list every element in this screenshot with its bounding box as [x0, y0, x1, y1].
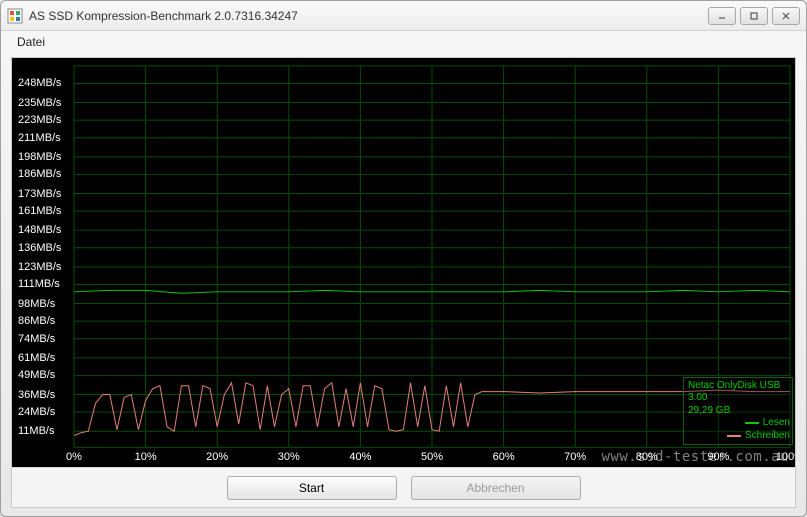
legend-read-label: Lesen: [763, 417, 790, 430]
minimize-button[interactable]: [708, 7, 736, 25]
y-tick-label: 86MB/s: [18, 315, 55, 327]
y-tick-label: 136MB/s: [18, 242, 61, 254]
x-tick-label: 90%: [707, 451, 729, 463]
y-tick-label: 74MB/s: [18, 333, 55, 345]
legend-write-swatch: [727, 435, 741, 437]
y-tick-label: 11MB/s: [18, 425, 54, 437]
menubar: Datei: [1, 31, 806, 53]
x-tick-label: 10%: [135, 451, 157, 463]
x-tick-label: 100%: [776, 451, 795, 463]
y-tick-label: 235MB/s: [18, 97, 61, 109]
y-tick-label: 148MB/s: [18, 224, 61, 236]
chart-svg: [12, 58, 795, 467]
x-tick-label: 40%: [349, 451, 371, 463]
y-tick-label: 198MB/s: [18, 151, 61, 163]
legend-write: Schreiben: [688, 430, 790, 443]
y-tick-label: 186MB/s: [18, 168, 61, 180]
content-panel: Netac OnlyDisk USB 3.00 29,29 GB Lesen S…: [11, 57, 796, 508]
menu-file[interactable]: Datei: [9, 33, 53, 51]
window-controls: [708, 7, 800, 25]
legend-read-swatch: [745, 422, 759, 424]
app-icon: [7, 8, 23, 24]
x-tick-label: 30%: [278, 451, 300, 463]
y-tick-label: 223MB/s: [18, 114, 61, 126]
legend-read: Lesen: [688, 417, 790, 430]
legend-capacity: 29,29 GB: [688, 405, 790, 418]
x-tick-label: 80%: [636, 451, 658, 463]
x-tick-label: 0%: [66, 451, 82, 463]
y-tick-label: 61MB/s: [18, 352, 55, 364]
legend-write-label: Schreiben: [745, 430, 790, 443]
abort-button[interactable]: Abbrechen: [411, 476, 581, 500]
start-button[interactable]: Start: [227, 476, 397, 500]
close-button[interactable]: [772, 7, 800, 25]
y-tick-label: 36MB/s: [18, 389, 55, 401]
y-tick-label: 49MB/s: [18, 369, 55, 381]
y-tick-label: 211MB/s: [18, 132, 61, 144]
x-tick-label: 70%: [564, 451, 586, 463]
x-tick-label: 50%: [421, 451, 443, 463]
maximize-button[interactable]: [740, 7, 768, 25]
y-tick-label: 173MB/s: [18, 188, 61, 200]
titlebar[interactable]: AS SSD Kompression-Benchmark 2.0.7316.34…: [1, 1, 806, 31]
legend-firmware: 3.00: [688, 392, 790, 405]
legend: Netac OnlyDisk USB 3.00 29,29 GB Lesen S…: [683, 377, 793, 446]
legend-device: Netac OnlyDisk USB: [688, 380, 790, 393]
y-tick-label: 98MB/s: [18, 298, 55, 310]
button-row: Start Abbrechen: [12, 467, 795, 507]
y-tick-label: 248MB/s: [18, 77, 61, 89]
y-tick-label: 24MB/s: [18, 406, 55, 418]
x-tick-label: 20%: [206, 451, 228, 463]
x-tick-label: 60%: [493, 451, 515, 463]
y-tick-label: 111MB/s: [18, 278, 60, 290]
window-title: AS SSD Kompression-Benchmark 2.0.7316.34…: [29, 9, 708, 23]
y-tick-label: 161MB/s: [18, 205, 61, 217]
app-window: AS SSD Kompression-Benchmark 2.0.7316.34…: [0, 0, 807, 517]
compression-chart: Netac OnlyDisk USB 3.00 29,29 GB Lesen S…: [12, 58, 795, 467]
y-tick-label: 123MB/s: [18, 261, 61, 273]
watermark: www.ssd-tester.com.au: [601, 449, 789, 465]
